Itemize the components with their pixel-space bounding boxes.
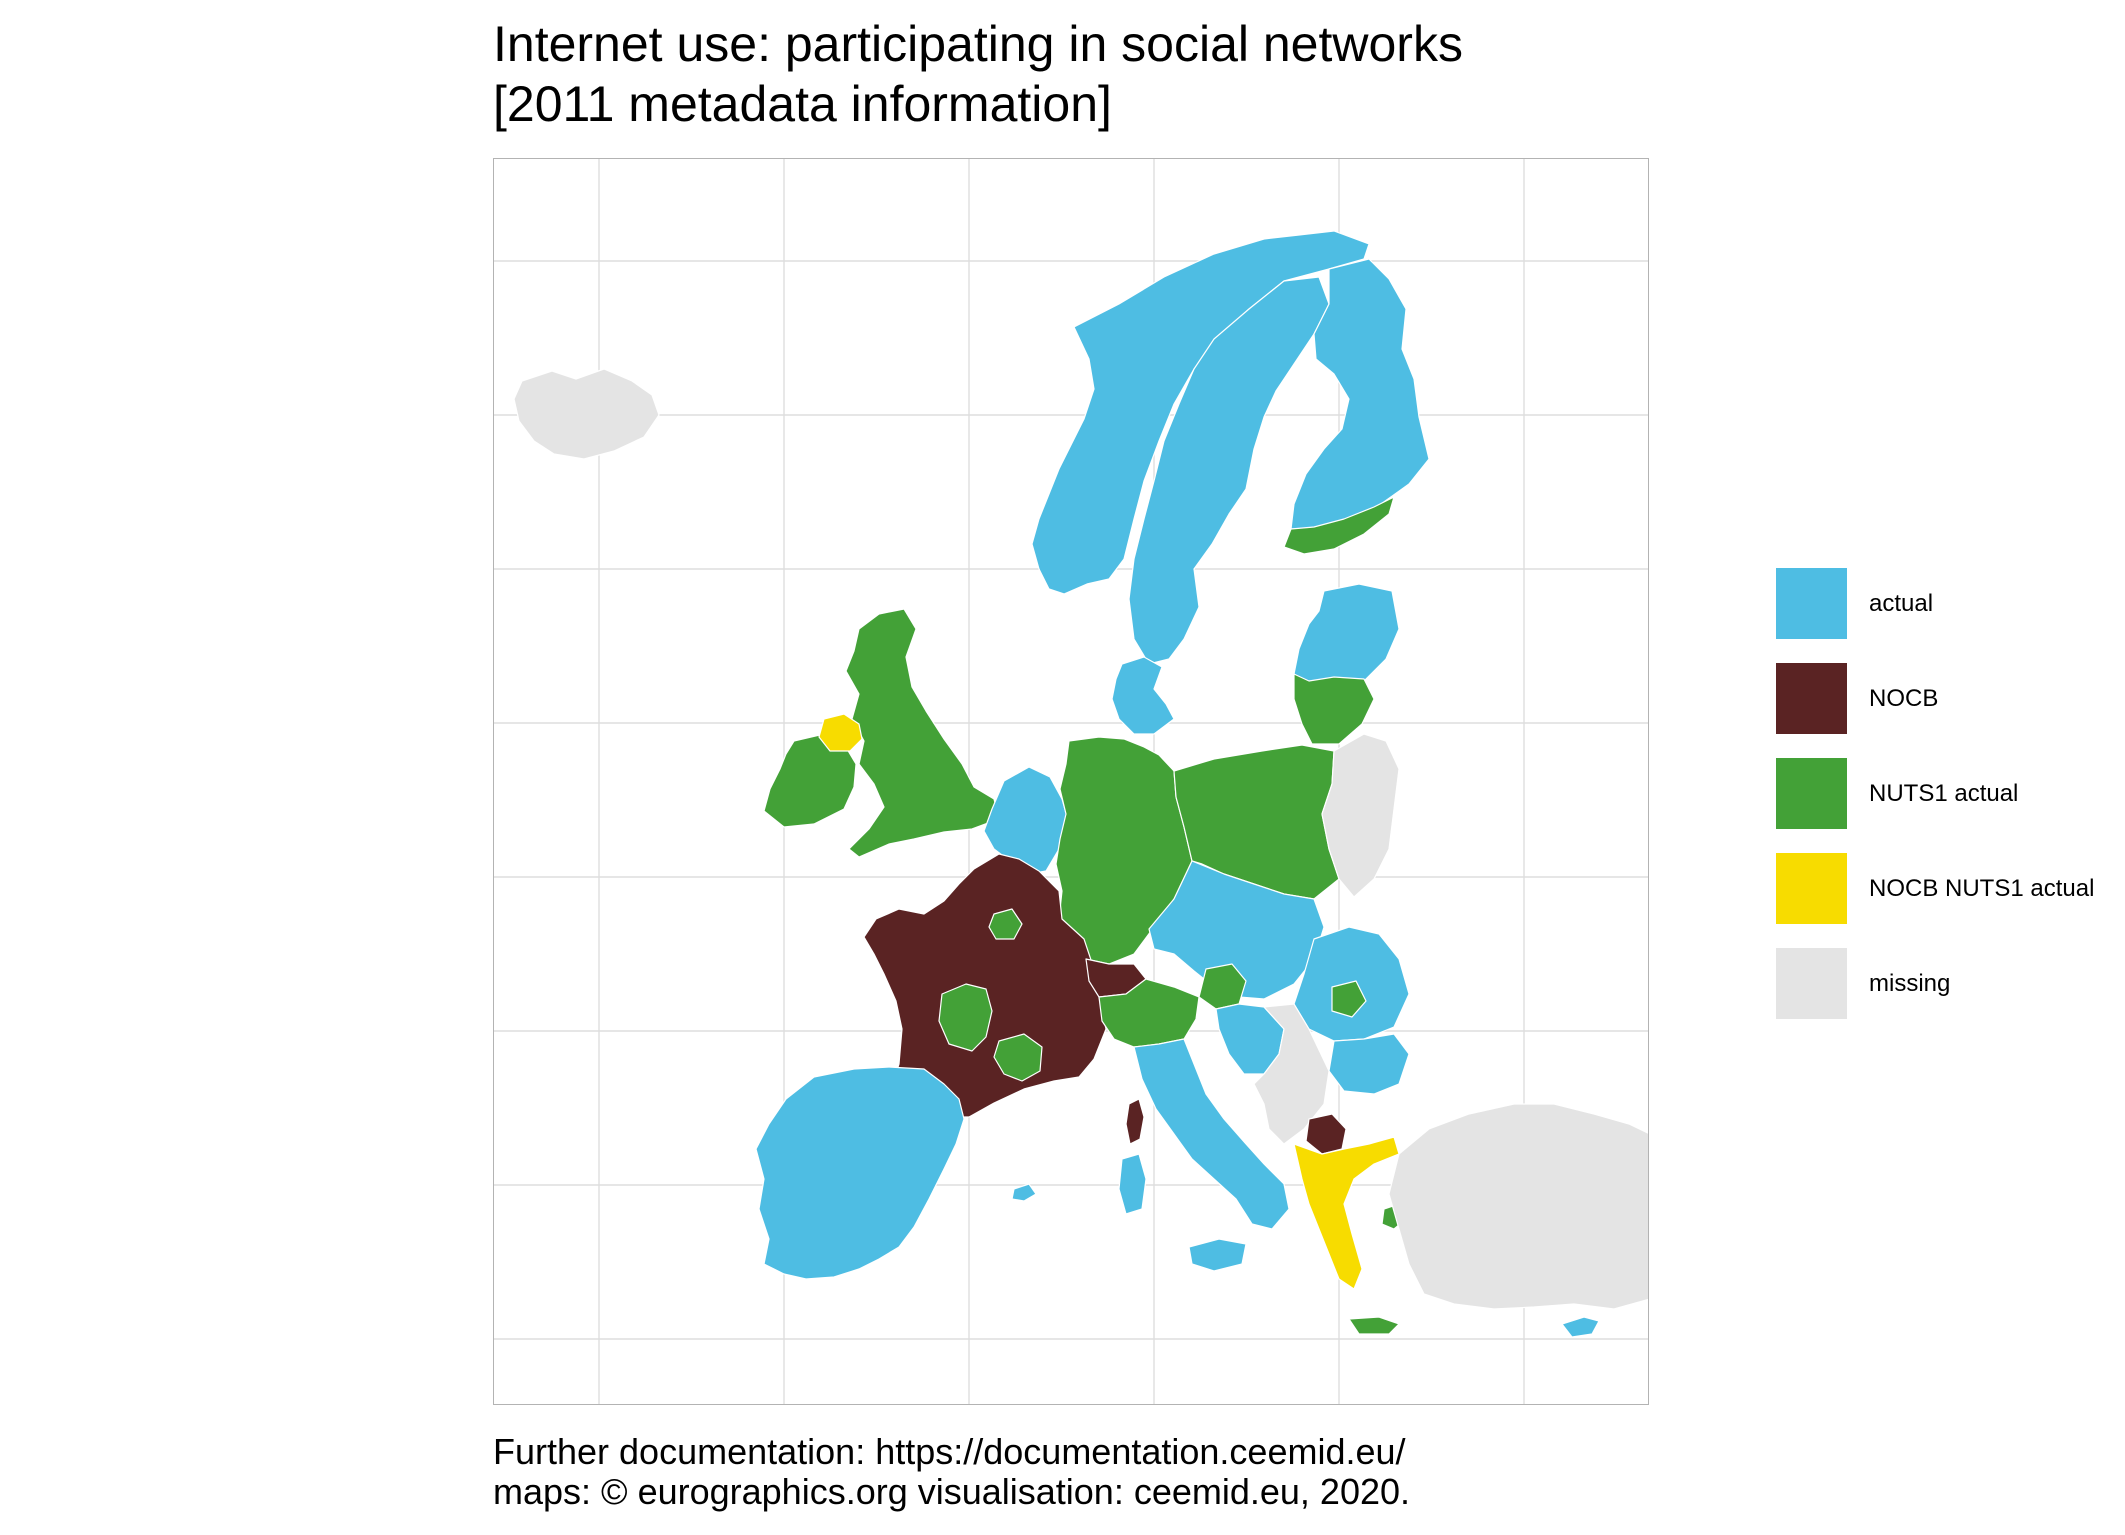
legend-label: NOCB NUTS1 actual [1869,875,2095,902]
legend-swatch [1776,758,1847,829]
region-norway [1031,230,1370,595]
region-sardinia [1118,1153,1147,1215]
legend-swatch [1776,853,1847,924]
legend-label: actual [1869,590,1934,617]
map-panel [493,158,1649,1405]
region-france-centre [938,983,993,1052]
region-iceland [513,368,660,460]
legend-item-nocb-nuts1-actual: NOCB NUTS1 actual [1776,853,2125,948]
map-title: Internet use: participating in social ne… [493,14,1793,134]
region-denmark [1111,656,1175,735]
region-sweden [1128,276,1330,665]
title-line-1: Internet use: participating in social ne… [493,16,1463,72]
region-france-ile [988,908,1023,940]
region-greece [1293,1136,1400,1290]
caption-documentation: Further documentation: https://documenta… [493,1431,1406,1472]
legend-item-actual: actual [1776,568,2125,663]
caption: Further documentation: https://documenta… [493,1432,1793,1512]
region-west-balkans [1253,1003,1330,1145]
region-great-britain [845,608,1000,858]
europe-map [494,159,1648,1404]
region-italy-north [1098,978,1200,1048]
title-line-2: [2011 metadata information] [493,76,1112,132]
legend-label: NOCB [1869,685,1939,712]
region-lithuania [1293,673,1375,745]
region-cyprus [1561,1316,1600,1338]
legend-item-missing: missing [1776,948,2125,1043]
legend-swatch [1776,948,1847,1019]
region-germany [1055,736,1193,965]
region-belarus-ukraine [1321,733,1400,898]
region-sicily [1188,1238,1247,1272]
region-romania-south [1331,980,1367,1018]
region-turkey [1388,1103,1648,1310]
legend: actual NOCB NUTS1 actual NOCB NUTS1 actu… [1776,568,2125,1043]
region-benelux [983,766,1070,875]
legend-swatch [1776,568,1847,639]
region-corsica [1125,1098,1145,1145]
region-bulgaria [1328,1033,1410,1095]
region-crete [1348,1316,1400,1335]
region-north-macedonia [1305,1113,1347,1155]
region-italy [1133,1038,1290,1230]
legend-item-nocb: NOCB [1776,663,2125,758]
region-iberia [755,1066,965,1280]
region-france [863,853,1107,1118]
legend-label: missing [1869,970,1951,997]
region-estonia-latvia [1293,583,1400,685]
region-balearics [1011,1183,1037,1202]
region-northern-ireland [818,713,863,752]
region-central-europe [1148,860,1325,1000]
region-poland [1173,744,1340,900]
legend-item-nuts1-actual: NUTS1 actual [1776,758,2125,853]
region-france-centre-2 [993,1033,1043,1082]
region-finland-south [1283,496,1395,555]
legend-label: NUTS1 actual [1869,780,2019,807]
caption-credits: maps: © eurographics.org visualisation: … [493,1471,1411,1512]
legend-swatch [1776,663,1847,734]
